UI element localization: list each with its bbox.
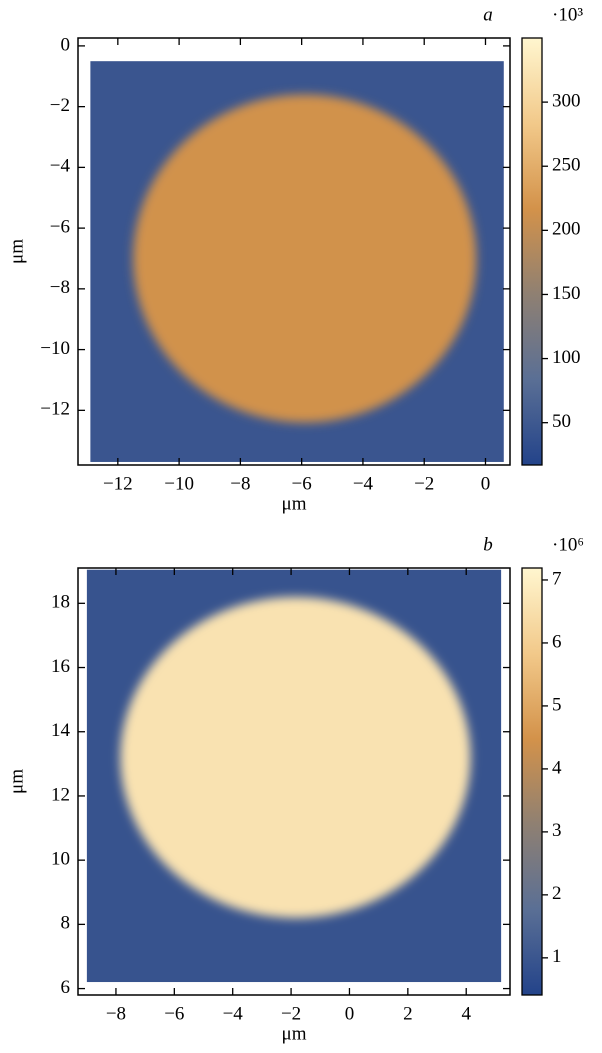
y-tick-label: 14: [51, 720, 71, 741]
x-tick-label: −6: [292, 473, 312, 494]
axes-frame: [77, 37, 511, 466]
x-tick-label: −4: [353, 473, 374, 494]
colorbar-tick-label: 7: [552, 568, 562, 589]
colorbar-tick-label: 3: [552, 820, 562, 841]
colorbar: [521, 37, 543, 466]
panel-label: b: [483, 534, 493, 555]
colorbar-tick-label: 2: [552, 883, 562, 904]
colorbar-label: ·10⁶: [552, 534, 584, 555]
disk: [120, 596, 471, 918]
x-tick-label: −2: [281, 1003, 301, 1024]
colorbar: [521, 567, 543, 996]
colorbar-tick-label: 6: [552, 631, 562, 652]
x-tick-label: 0: [345, 1003, 355, 1024]
colorbar-tick-label: 4: [552, 757, 562, 778]
y-tick-label: 16: [51, 656, 70, 677]
y-tick-label: −12: [40, 399, 70, 420]
x-tick-label: −8: [230, 473, 250, 494]
colorbar-tick-label: 5: [552, 694, 562, 715]
image: [86, 569, 502, 983]
x-tick-label: 2: [403, 1003, 413, 1024]
colorbar-tick-label: 100: [552, 347, 581, 368]
disk: [133, 94, 477, 423]
y-tick-label: 18: [51, 592, 70, 613]
colorbar-tick-label: 250: [552, 155, 581, 176]
y-tick-label: 10: [51, 849, 70, 870]
x-axis-label: μm: [282, 1023, 307, 1044]
x-tick-label: −6: [164, 1003, 184, 1024]
y-tick-label: −2: [50, 95, 70, 116]
colorbar-label: ·10³: [552, 4, 583, 25]
colorbar-tick-label: 300: [552, 90, 581, 111]
colorbar-tick-label: 50: [552, 411, 571, 432]
x-tick-label: −12: [103, 473, 133, 494]
panel-label: a: [483, 4, 493, 25]
colorbar-tick-label: 150: [552, 283, 581, 304]
y-tick-label: 0: [61, 34, 71, 55]
x-tick-label: 4: [461, 1003, 471, 1024]
colorbar-tick-label: 200: [552, 219, 581, 240]
x-axis-label: μm: [282, 493, 307, 514]
x-tick-label: −10: [164, 473, 194, 494]
y-tick-label: 8: [61, 913, 71, 934]
colorbar-tick-label: 1: [552, 946, 562, 967]
y-tick-label: 6: [61, 977, 71, 998]
y-tick-label: −6: [50, 216, 70, 237]
axes-frame: [77, 567, 511, 996]
x-tick-label: −8: [106, 1003, 126, 1024]
y-tick-label: −4: [50, 156, 71, 177]
y-tick-label: −8: [50, 277, 70, 298]
x-tick-label: 0: [481, 473, 491, 494]
y-axis-label: μm: [6, 239, 27, 264]
y-axis-label: μm: [6, 769, 27, 794]
x-tick-label: −2: [414, 473, 434, 494]
x-tick-label: −4: [223, 1003, 244, 1024]
image: [90, 61, 504, 462]
y-tick-label: −10: [40, 338, 70, 359]
y-tick-label: 12: [51, 784, 70, 805]
